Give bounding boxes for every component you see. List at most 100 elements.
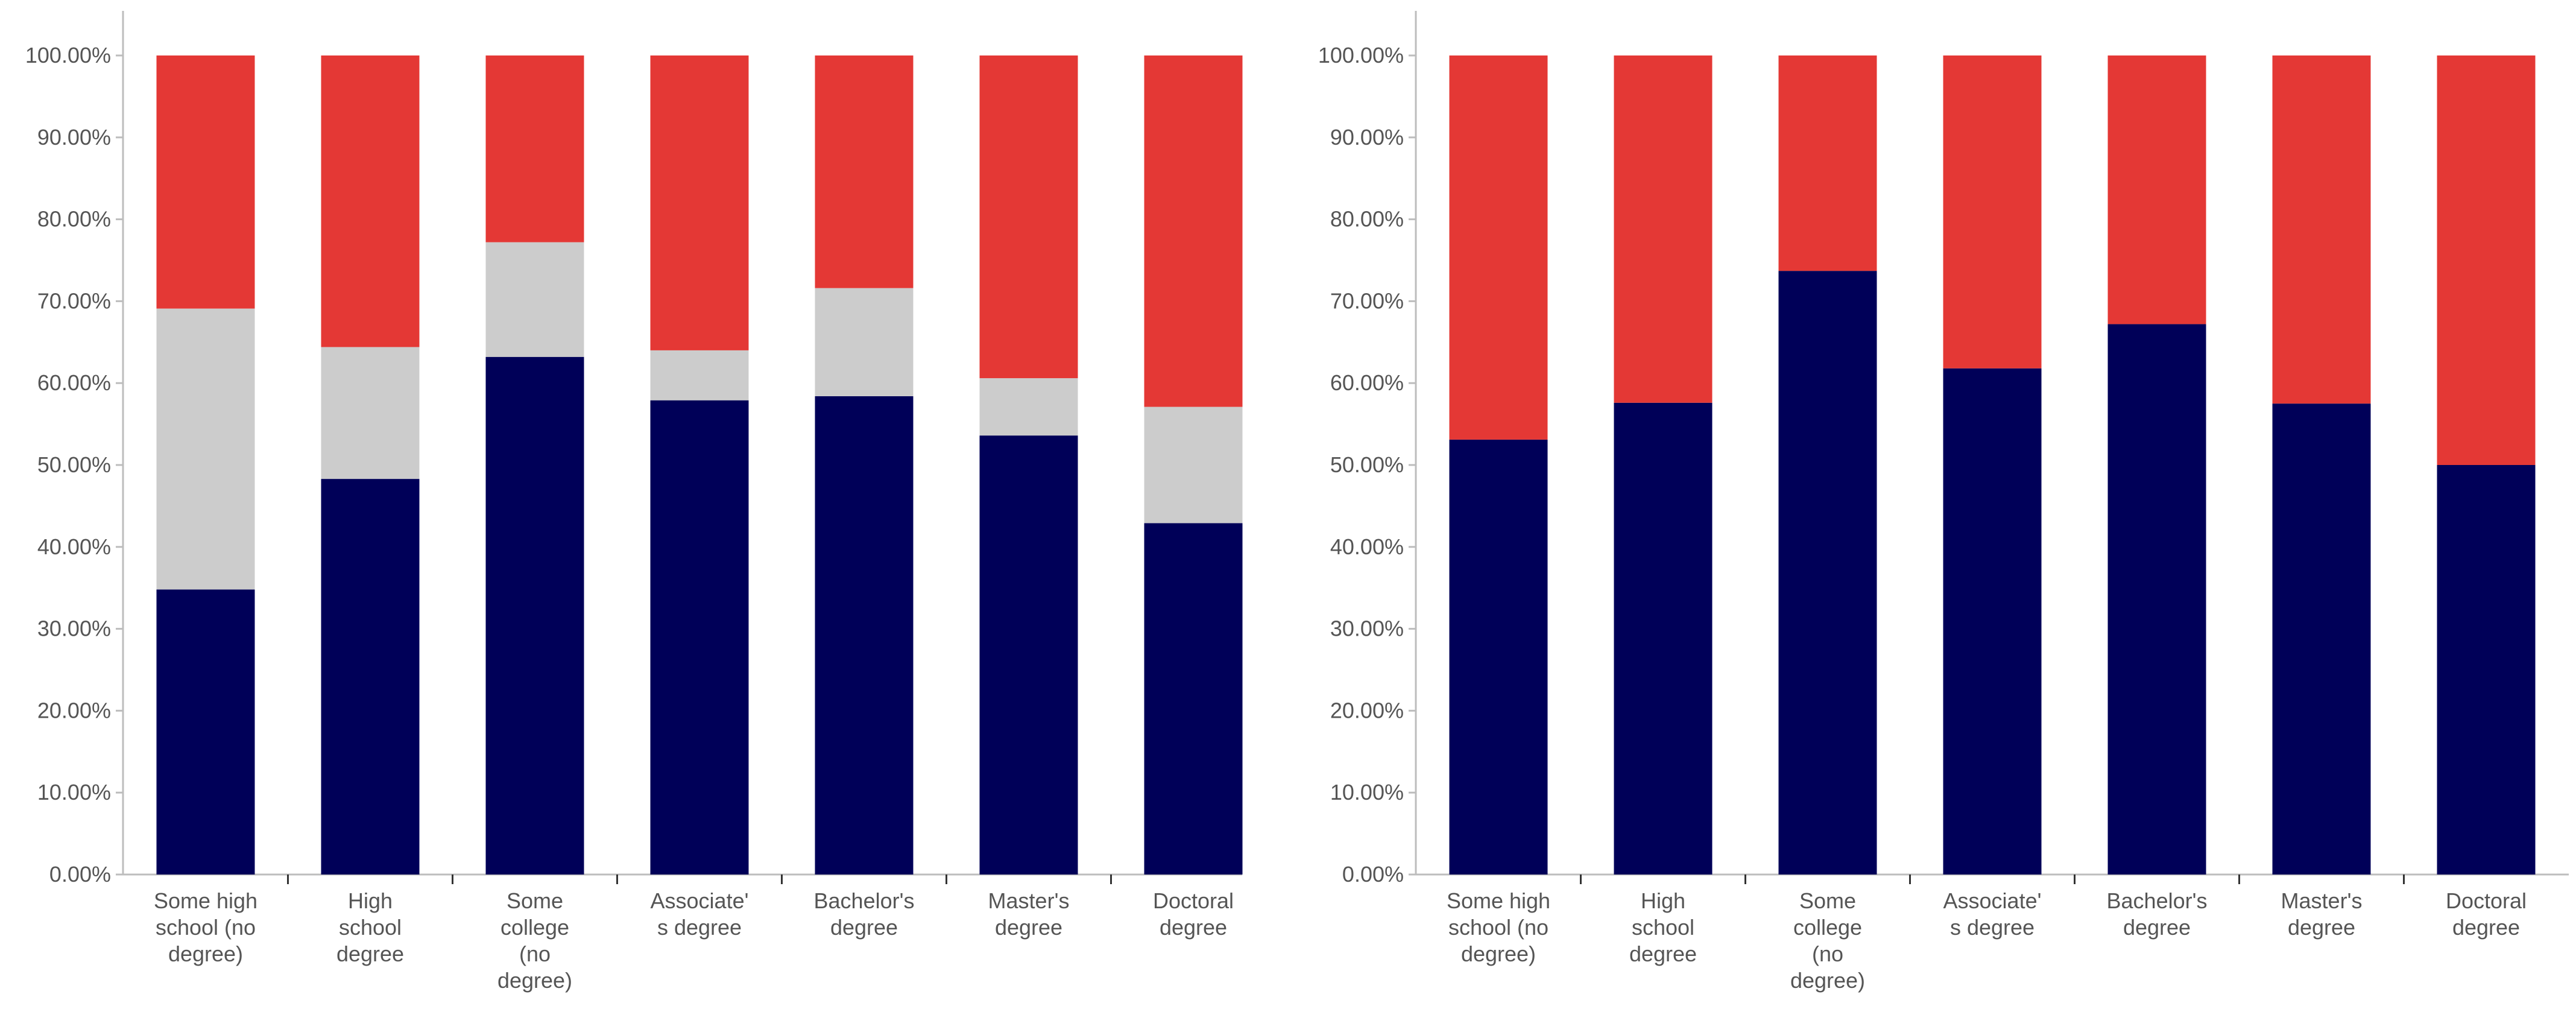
x-category-label-line: degree) bbox=[497, 968, 572, 993]
y-tick-label: 80.00% bbox=[1330, 207, 1404, 232]
bar-segment bbox=[815, 55, 914, 288]
y-tick-label: 40.00% bbox=[37, 534, 111, 559]
bar-segment bbox=[815, 288, 914, 396]
x-category-label-line: Some bbox=[1799, 888, 1856, 913]
x-category-label: Some high school (no degree) bbox=[1447, 888, 1550, 966]
x-category-label-line: degree) bbox=[168, 941, 243, 966]
bar-segment bbox=[650, 400, 749, 875]
y-tick-label: 20.00% bbox=[37, 698, 111, 723]
bar-segment bbox=[2272, 55, 2371, 404]
y-tick-label: 40.00% bbox=[1330, 534, 1404, 559]
bar-segment bbox=[2107, 55, 2206, 324]
y-tick-label: 30.00% bbox=[1330, 616, 1404, 641]
y-tick-label: 50.00% bbox=[1330, 452, 1404, 477]
y-tick-label: 20.00% bbox=[1330, 698, 1404, 723]
x-category-label: Master's degree bbox=[988, 888, 1070, 940]
x-category-label-line: s degree bbox=[1950, 915, 2035, 940]
x-category-label-line: degree bbox=[1629, 941, 1697, 966]
y-tick-label: 100.00% bbox=[25, 43, 111, 68]
x-category-label-line: Some high bbox=[154, 888, 257, 913]
y-tick-label: 0.00% bbox=[49, 862, 111, 887]
x-category-label-line: (no bbox=[1812, 941, 1843, 966]
bar-segment bbox=[1943, 55, 2042, 368]
x-category-label-line: High bbox=[348, 888, 393, 913]
bar-segment bbox=[321, 479, 420, 875]
bar-segment bbox=[485, 242, 584, 357]
bar-segment bbox=[2437, 55, 2536, 465]
x-category-label-line: Associate' bbox=[651, 888, 749, 913]
x-category-label: Bachelor's degree bbox=[814, 888, 915, 940]
x-category-label-line: school (no bbox=[156, 915, 256, 940]
bar-segment bbox=[1144, 523, 1243, 875]
x-category-label-line: Associate' bbox=[1943, 888, 2042, 913]
x-category-label-line: Bachelor's bbox=[814, 888, 915, 913]
bar-segment bbox=[1614, 402, 1713, 875]
bar-segment bbox=[156, 589, 255, 875]
x-category-label-line: college bbox=[1793, 915, 1862, 940]
x-category-label: Bachelor's degree bbox=[2107, 888, 2208, 940]
x-category-label: Master's degree bbox=[2281, 888, 2363, 940]
bar-segment bbox=[1778, 55, 1877, 271]
y-tick-label: 0.00% bbox=[1342, 862, 1404, 887]
bar-segment bbox=[156, 308, 255, 590]
y-tick-label: 90.00% bbox=[1330, 125, 1404, 150]
bar-segment bbox=[1144, 55, 1243, 407]
y-tick-label: 80.00% bbox=[37, 207, 111, 232]
y-tick-label: 70.00% bbox=[1330, 288, 1404, 313]
bar-segment bbox=[321, 347, 420, 479]
bar-segment bbox=[156, 55, 255, 309]
x-category-label-line: school bbox=[1632, 915, 1694, 940]
y-tick-label: 50.00% bbox=[37, 452, 111, 477]
bar-segment bbox=[321, 55, 420, 347]
x-category-label-line: degree bbox=[1160, 915, 1227, 940]
bar-segment bbox=[979, 378, 1078, 436]
x-category-label: Associate' s degree bbox=[651, 888, 749, 940]
right-stacked-bar-chart: 0.00% 10.00% 20.00% 30.00% 40.00% 50.00% 60.00… bbox=[1318, 11, 2569, 993]
x-category-label-line: degree bbox=[995, 915, 1062, 940]
bar-segment bbox=[2107, 324, 2206, 875]
x-category-label-line: Master's bbox=[2281, 888, 2363, 913]
x-category-label: Some college (no degree) bbox=[1790, 888, 1865, 993]
x-category-label-line: degree) bbox=[1461, 941, 1536, 966]
x-category-label-line: s degree bbox=[657, 915, 742, 940]
bar-segment bbox=[1144, 406, 1243, 523]
x-category-label: Associate' s degree bbox=[1943, 888, 2042, 940]
x-category-label-line: college bbox=[500, 915, 569, 940]
y-tick-label: 10.00% bbox=[37, 780, 111, 805]
y-tick-label: 100.00% bbox=[1318, 43, 1404, 68]
x-category-label-line: High bbox=[1641, 888, 1685, 913]
bar-segment bbox=[1943, 368, 2042, 875]
bar-segment bbox=[979, 435, 1078, 875]
x-category-label-line: Bachelor's bbox=[2107, 888, 2208, 913]
left-stacked-bar-chart: 0.00% 10.00% 20.00% 30.00% 40.00% 50.00% 60.00… bbox=[25, 11, 1243, 993]
x-category-label-line: degree) bbox=[1790, 968, 1865, 993]
bar-segment bbox=[2437, 465, 2536, 875]
x-category-label-line: Some high bbox=[1447, 888, 1550, 913]
bar-segment bbox=[1449, 439, 1548, 875]
x-category-label-line: school (no bbox=[1448, 915, 1548, 940]
y-tick-label: 60.00% bbox=[1330, 370, 1404, 395]
y-tick-label: 30.00% bbox=[37, 616, 111, 641]
x-category-label-line: degree bbox=[336, 941, 404, 966]
x-category-label-line: Doctoral bbox=[1153, 888, 1234, 913]
x-category-label-line: school bbox=[339, 915, 402, 940]
bar-segment bbox=[485, 356, 584, 875]
x-category-label-line: (no bbox=[519, 941, 551, 966]
bar-segment bbox=[815, 396, 914, 875]
x-category-label: Doctoral degree bbox=[1153, 888, 1234, 940]
x-category-label: High school degree bbox=[336, 888, 404, 966]
bar-segment bbox=[650, 350, 749, 400]
y-tick-label: 10.00% bbox=[1330, 780, 1404, 805]
x-category-label: Some high school (no degree) bbox=[154, 888, 257, 966]
bar-segment bbox=[2272, 403, 2371, 875]
x-category-label-line: Doctoral bbox=[2446, 888, 2527, 913]
x-category-label: Some college (no degree) bbox=[497, 888, 572, 993]
y-tick-label: 60.00% bbox=[37, 370, 111, 395]
y-tick-label: 70.00% bbox=[37, 288, 111, 313]
bar-segment bbox=[650, 55, 749, 350]
bar-segment bbox=[979, 55, 1078, 379]
x-category-label: Doctoral degree bbox=[2446, 888, 2527, 940]
x-category-label-line: Some bbox=[507, 888, 563, 913]
x-category-label-line: Master's bbox=[988, 888, 1070, 913]
